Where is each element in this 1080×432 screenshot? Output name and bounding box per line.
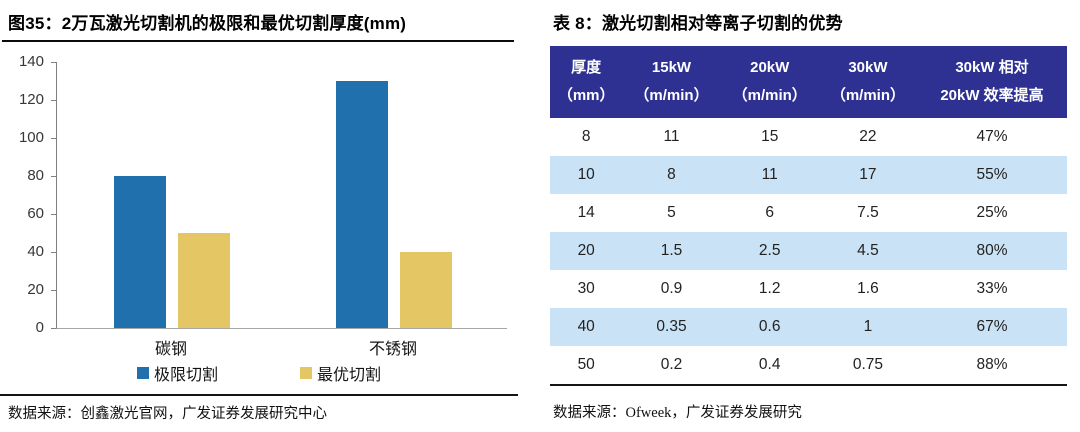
table-8-panel: 表 8：激光切割相对等离子切割的优势 厚度 （mm） 15kW （m/min） 20kW… xyxy=(545,0,1080,432)
table-cell: 88% xyxy=(917,346,1067,385)
table-cell: 8 xyxy=(550,118,623,156)
table-title: 表 8：激光切割相对等离子切割的优势 xyxy=(553,14,843,33)
legend-swatch-icon xyxy=(300,367,312,379)
table-row: 50 0.2 0.4 0.75 88% xyxy=(550,346,1067,385)
table-cell: 67% xyxy=(917,308,1067,346)
table-header-line: 30kW 相对 xyxy=(955,59,1029,77)
table-cell: 0.75 xyxy=(818,346,918,385)
table-cell: 7.5 xyxy=(818,194,918,232)
table-cell: 0.6 xyxy=(720,308,819,346)
table-header-cell: 30kW （m/min） xyxy=(818,46,918,118)
table-cell: 80% xyxy=(917,232,1067,270)
table-cell: 20 xyxy=(550,232,623,270)
chart-legend: 极限切割 最优切割 xyxy=(0,361,518,385)
legend-label: 最优切割 xyxy=(317,367,382,384)
x-category-label-carbon-steel: 碳钢 xyxy=(154,341,187,358)
table-cell: 0.35 xyxy=(622,308,721,346)
table-row: 14 5 6 7.5 25% xyxy=(550,194,1067,232)
y-tick-mark xyxy=(51,328,56,329)
table-cell: 8 xyxy=(622,156,721,194)
table-cell: 33% xyxy=(917,270,1067,308)
y-tick-label: 140 xyxy=(18,53,44,70)
bar-limit-cut-stainless-steel xyxy=(336,81,388,328)
table-header-line: 厚度 xyxy=(571,59,602,77)
chart-source: 数据来源：创鑫激光官网，广发证券发展研究中心 xyxy=(8,406,327,422)
y-tick-mark xyxy=(51,176,56,177)
table-source: 数据来源：Ofweek，广发证券发展研究 xyxy=(553,405,802,421)
table-header: 厚度 （mm） 15kW （m/min） 20kW （m/min） 30kW （m/min） 3… xyxy=(550,46,1067,118)
table-header-line: （m/min） xyxy=(634,87,709,104)
panel-bottom-rule xyxy=(0,394,518,396)
table-cell: 1.5 xyxy=(622,232,721,270)
table-cell: 2.5 xyxy=(720,232,819,270)
y-tick-label: 80 xyxy=(27,167,44,184)
table-header-line: 30kW xyxy=(848,59,888,77)
table-row: 8 11 15 22 47% xyxy=(550,118,1067,156)
legend-item-optimal-cut: 最优切割 xyxy=(300,361,381,385)
y-tick-mark xyxy=(51,252,56,253)
y-tick-mark xyxy=(51,62,56,63)
table-cell: 17 xyxy=(818,156,918,194)
table-row: 30 0.9 1.2 1.6 33% xyxy=(550,270,1067,308)
y-tick-mark xyxy=(51,138,56,139)
laser-vs-plasma-table: 厚度 （mm） 15kW （m/min） 20kW （m/min） 30kW （m/min） 3… xyxy=(550,46,1067,386)
y-tick-label: 120 xyxy=(18,91,44,108)
table-cell: 5 xyxy=(622,194,721,232)
y-tick-label: 40 xyxy=(27,243,44,260)
table-row: 20 1.5 2.5 4.5 80% xyxy=(550,232,1067,270)
table-header-cell: 15kW （m/min） xyxy=(622,46,721,118)
y-tick-label: 60 xyxy=(27,205,44,222)
table-cell: 15 xyxy=(720,118,819,156)
table-cell: 25% xyxy=(917,194,1067,232)
bar-optimal-cut-carbon-steel xyxy=(178,233,230,328)
bar-optimal-cut-stainless-steel xyxy=(400,252,452,328)
chart-title: 图35：2万瓦激光切割机的极限和最优切割厚度(mm) xyxy=(8,14,407,33)
x-category-label-stainless-steel: 不锈钢 xyxy=(368,341,417,358)
table-cell: 22 xyxy=(818,118,918,156)
table-cell: 47% xyxy=(917,118,1067,156)
table-cell: 4.5 xyxy=(818,232,918,270)
table-header-line: 15kW xyxy=(651,59,692,77)
legend-swatch-icon xyxy=(136,367,149,379)
table-row: 40 0.35 0.6 1 67% xyxy=(550,308,1067,346)
table-cell: 1.6 xyxy=(818,270,918,308)
legend-label: 极限切割 xyxy=(153,367,218,384)
table-cell: 1 xyxy=(818,308,918,346)
table-header-cell: 30kW 相对 20kW 效率提高 xyxy=(917,46,1067,118)
table-cell: 0.2 xyxy=(622,346,721,385)
table-header-line: （mm） xyxy=(557,87,615,104)
y-tick-label: 20 xyxy=(27,281,44,298)
table-cell: 1.2 xyxy=(720,270,819,308)
bar-limit-cut-carbon-steel xyxy=(114,176,166,328)
table-cell: 55% xyxy=(917,156,1067,194)
title-underline-rule xyxy=(2,40,514,42)
table-cell: 50 xyxy=(550,346,623,385)
y-tick-label: 0 xyxy=(35,319,44,336)
table-cell: 0.4 xyxy=(720,346,819,385)
table-cell: 11 xyxy=(720,156,819,194)
table-header-line: （m/min） xyxy=(732,87,807,104)
y-tick-mark xyxy=(51,214,56,215)
y-tick-mark xyxy=(51,100,56,101)
table-header-line: 20kW xyxy=(750,59,790,77)
y-tick-mark xyxy=(51,290,56,291)
table-cell: 6 xyxy=(720,194,819,232)
table-header-cell: 厚度 （mm） xyxy=(550,46,623,118)
legend-item-limit-cut: 极限切割 xyxy=(136,361,218,385)
table-cell: 14 xyxy=(550,194,623,232)
table-header-line: 20kW 效率提高 xyxy=(940,87,1044,104)
y-tick-label: 100 xyxy=(18,129,44,146)
table-row: 10 8 11 17 55% xyxy=(550,156,1067,194)
table-cell: 30 xyxy=(550,270,623,308)
table-cell: 40 xyxy=(550,308,623,346)
table-cell: 11 xyxy=(622,118,721,156)
table-cell: 0.9 xyxy=(622,270,721,308)
table-header-cell: 20kW （m/min） xyxy=(720,46,819,118)
table-header-line: （m/min） xyxy=(830,87,906,104)
figure-35-panel: 图35：2万瓦激光切割机的极限和最优切割厚度(mm) 0 20 40 60 80 100 1… xyxy=(0,0,518,432)
table-cell: 10 xyxy=(550,156,623,194)
bar-chart-plot xyxy=(56,62,507,329)
